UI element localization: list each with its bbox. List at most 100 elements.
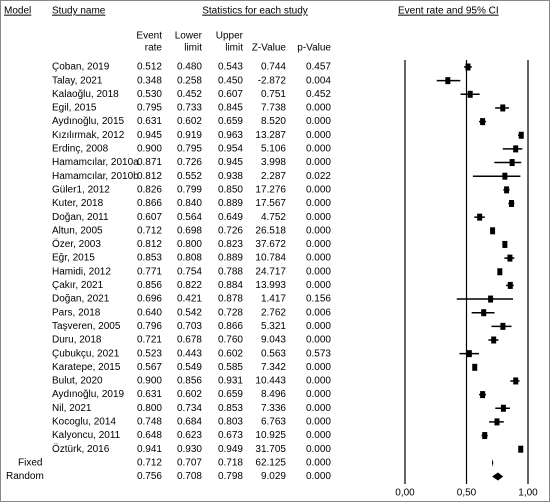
stat-value: 0.754 — [177, 266, 202, 277]
stat-value: 0.000 — [306, 239, 331, 250]
stat-value: 0.796 — [137, 321, 162, 332]
stat-value: 0.684 — [177, 417, 202, 428]
stat-value: 5.321 — [261, 321, 286, 332]
column-header: rate — [145, 43, 163, 54]
stat-value: 0.649 — [218, 212, 243, 223]
study-name: Erdinç, 2008 — [52, 144, 109, 155]
x-tick-label: 0,50 — [457, 488, 477, 499]
stat-value: 62.125 — [255, 457, 286, 468]
point-estimate — [507, 254, 513, 262]
stat-value: 0.889 — [218, 198, 243, 209]
stat-value: 0.512 — [137, 62, 162, 73]
stat-value: 0.000 — [306, 116, 331, 127]
column-header: limit — [184, 43, 202, 54]
stat-value: 0.853 — [218, 403, 243, 414]
stat-value: 0.631 — [137, 116, 162, 127]
stat-value: 0.900 — [137, 376, 162, 387]
point-estimate — [507, 281, 513, 289]
study-name: Doğan, 2011 — [52, 212, 109, 223]
study-name: Özer, 2003 — [52, 238, 101, 250]
stat-value: 0.348 — [137, 75, 162, 86]
stat-value: 0.798 — [218, 471, 243, 482]
stat-value: 0.703 — [177, 321, 202, 332]
point-estimate — [477, 213, 483, 221]
header-stats: Statistics for each study — [202, 6, 308, 17]
stat-value: 0.000 — [306, 376, 331, 387]
stat-value: -2.872 — [258, 75, 287, 86]
stat-value: 0.648 — [137, 430, 162, 441]
column-header: Z-Value — [252, 43, 287, 54]
point-estimate — [502, 172, 508, 180]
stat-value: 0.721 — [137, 335, 162, 346]
stat-value: 0.822 — [177, 280, 202, 291]
stat-value: 0.800 — [137, 403, 162, 414]
stat-value: 0.795 — [137, 103, 162, 114]
stat-value: 0.659 — [218, 389, 243, 400]
stat-value: 0.421 — [177, 294, 202, 305]
study-name: Öztürk, 2016 — [52, 443, 110, 455]
study-name: Eğr, 2015 — [52, 253, 95, 264]
study-name: Kızılırmak, 2012 — [52, 130, 125, 141]
stat-value: 10.443 — [255, 376, 286, 387]
stat-value: 0.728 — [218, 307, 243, 318]
stat-value: 0.000 — [306, 389, 331, 400]
study-name: Çoban, 2019 — [52, 62, 110, 73]
point-estimate — [500, 104, 506, 112]
stat-value: 0.000 — [306, 403, 331, 414]
stat-value: 0.823 — [218, 239, 243, 250]
stat-value: 0.480 — [177, 62, 202, 73]
stat-value: 9.029 — [261, 471, 286, 482]
point-estimate — [445, 77, 451, 85]
study-name: Talay, 2021 — [52, 75, 103, 86]
stat-value: 0.826 — [137, 184, 162, 195]
point-estimate — [488, 295, 494, 303]
stat-value: 0.006 — [306, 307, 331, 318]
stat-value: 0.889 — [218, 253, 243, 264]
stat-value: 0.000 — [306, 103, 331, 114]
stat-value: 0.812 — [137, 239, 162, 250]
stat-value: 26.518 — [255, 225, 286, 236]
stat-value: 7.336 — [261, 403, 286, 414]
stat-value: 0.712 — [137, 457, 162, 468]
stat-value: 0.623 — [177, 430, 202, 441]
stat-value: 0.452 — [177, 89, 202, 100]
stat-value: 0.585 — [218, 362, 243, 373]
point-estimate — [482, 432, 488, 440]
stat-value: 2.762 — [261, 307, 286, 318]
stat-value: 0.602 — [177, 116, 202, 127]
point-estimate — [497, 268, 503, 276]
stat-value: 0.800 — [177, 239, 202, 250]
column-header: Lower — [175, 31, 203, 42]
stat-value: 0.457 — [306, 62, 331, 73]
stat-value: 0.549 — [177, 362, 202, 373]
stat-value: 0.733 — [177, 103, 202, 114]
stat-value: 0.954 — [218, 144, 243, 155]
stat-value: 0.000 — [306, 280, 331, 291]
stat-value: 0.866 — [137, 198, 162, 209]
stat-value: 0.659 — [218, 116, 243, 127]
stat-value: 0.000 — [306, 184, 331, 195]
point-estimate — [467, 90, 473, 98]
stat-value: 0.607 — [218, 89, 243, 100]
study-name: Duru, 2018 — [52, 335, 102, 346]
stat-value: 0.523 — [137, 348, 162, 359]
stat-value: 17.276 — [255, 184, 286, 195]
study-name: Nil, 2021 — [52, 403, 92, 414]
study-name: Çubukçu, 2021 — [52, 348, 120, 359]
point-estimate — [509, 159, 515, 167]
stat-value: 6.763 — [261, 417, 286, 428]
stat-value: 0.760 — [218, 335, 243, 346]
study-name: Güler1, 2012 — [52, 184, 110, 195]
stat-value: 0.949 — [218, 444, 243, 455]
stat-value: 0.156 — [306, 294, 331, 305]
stat-value: 0.602 — [218, 348, 243, 359]
column-header: Upper — [216, 31, 244, 42]
point-estimate — [500, 404, 506, 412]
stat-value: 2.287 — [261, 171, 286, 182]
stat-value: 0.938 — [218, 171, 243, 182]
stat-value: 0.552 — [177, 171, 202, 182]
study-name: Hamidi, 2012 — [52, 266, 111, 277]
stat-value: 0.963 — [218, 130, 243, 141]
point-estimate — [472, 363, 478, 371]
stat-value: 0.812 — [137, 171, 162, 182]
